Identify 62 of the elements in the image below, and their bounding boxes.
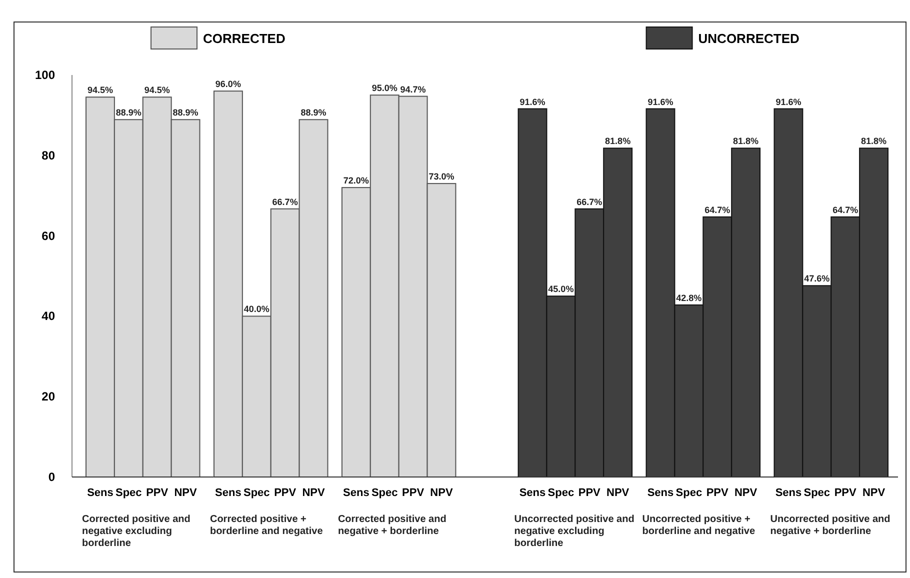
x-tick-label: Sens	[775, 487, 802, 499]
data-label: 94.5%	[144, 85, 170, 96]
x-tick-label: PPV	[706, 487, 730, 499]
y-tick-label: 20	[42, 390, 56, 404]
data-label: 42.8%	[676, 292, 702, 303]
y-tick-label: 100	[34, 68, 56, 82]
y-tick-label: 0	[48, 470, 56, 484]
x-tick-label: Sens	[87, 487, 114, 499]
data-label: 73.0%	[428, 172, 454, 182]
data-label: 96.0%	[215, 79, 241, 90]
x-tick-label: Spec	[371, 487, 398, 499]
y-tick-label: 40	[42, 309, 56, 324]
x-tick-label: PPV	[146, 487, 169, 499]
x-axis-title: Corrected positive and negative excluding borderline	[82, 514, 190, 549]
data-label: 81.8%	[861, 136, 887, 146]
data-label: 88.9%	[300, 108, 326, 118]
data-label: 91.6%	[520, 96, 546, 107]
x-tick-label: NPV	[174, 487, 198, 499]
x-tick-label: Sens	[343, 487, 370, 499]
data-label: 88.9%	[172, 108, 198, 118]
legend-label: CORRECTED	[203, 31, 286, 46]
x-tick-label: NPV	[430, 487, 454, 499]
x-tick-label: PPV	[578, 487, 602, 499]
x-axis-title: Corrected positive + borderline and negative	[210, 514, 324, 537]
x-tick-label: NPV	[302, 487, 326, 499]
x-tick-label: Spec	[676, 487, 702, 499]
x-tick-label: Spec	[548, 487, 574, 499]
data-label: 88.9%	[116, 108, 142, 118]
data-label: 81.8%	[733, 136, 759, 146]
data-label: 94.5%	[87, 85, 113, 96]
x-axis-title: Corrected positive and negative + borderline	[338, 514, 446, 537]
x-tick-label: NPV	[734, 487, 758, 499]
data-label: 91.6%	[648, 96, 674, 107]
legend-label: UNCORRECTED	[698, 31, 800, 46]
data-label: 95.0%	[372, 83, 398, 94]
y-tick-label: 80	[42, 148, 56, 162]
x-tick-label: Spec	[243, 487, 270, 499]
x-axis-title: Uncorrected positive + borderline and negative	[642, 514, 756, 537]
data-label: 64.7%	[704, 204, 730, 215]
data-label: 81.8%	[605, 136, 631, 146]
data-label: 72.0%	[343, 176, 369, 186]
x-axis-title: Uncorrected positive and negative excluding borderline	[514, 514, 634, 549]
data-label: 66.7%	[576, 196, 602, 207]
data-label: 47.6%	[804, 274, 830, 284]
x-tick-label: Spec	[804, 487, 830, 499]
x-tick-label: Sens	[215, 487, 242, 499]
data-label: 64.7%	[832, 204, 858, 215]
y-tick-label: 60	[42, 228, 56, 243]
x-tick-label: PPV	[402, 487, 425, 499]
data-label: 94.7%	[400, 84, 426, 94]
data-label: 91.6%	[776, 96, 802, 107]
x-tick-label: Sens	[647, 487, 674, 499]
data-label: 40.0%	[244, 304, 270, 314]
x-tick-label: NPV	[606, 487, 630, 499]
x-tick-label: Sens	[519, 487, 546, 499]
x-tick-label: PPV	[274, 487, 297, 499]
x-axis-title: Uncorrected positive and negative + borderline	[770, 514, 890, 537]
x-tick-label: PPV	[834, 487, 858, 499]
x-tick-label: Spec	[116, 487, 142, 499]
x-tick-label: NPV	[862, 487, 886, 499]
data-label: 66.7%	[272, 196, 298, 207]
data-label: 45.0%	[548, 284, 574, 294]
